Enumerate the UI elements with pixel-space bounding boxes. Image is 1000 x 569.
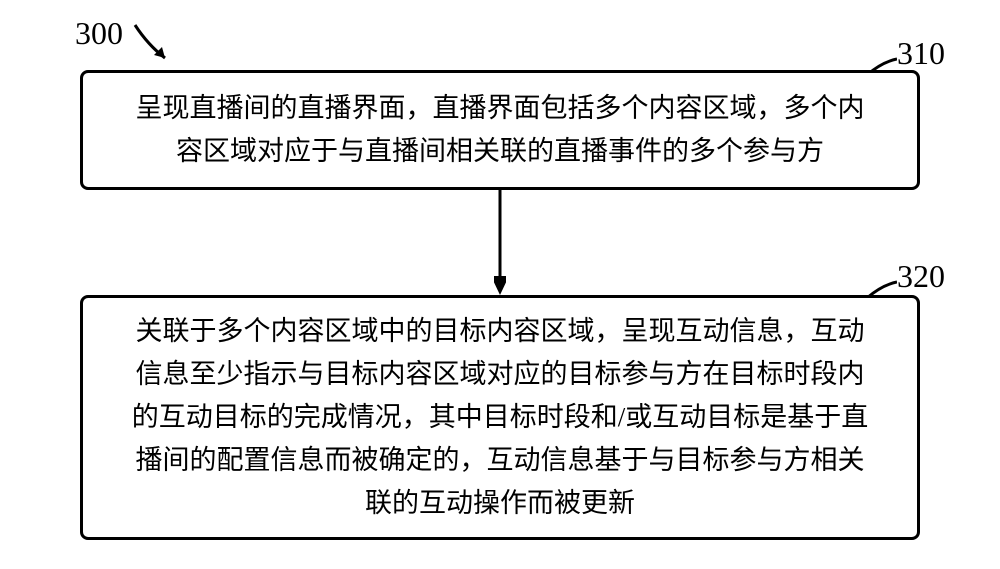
step-1-text: 呈现直播间的直播界面，直播界面包括多个内容区域，多个内容区域对应于与直播间相关联… <box>123 87 877 173</box>
figure-reference-main: 300 <box>75 15 123 52</box>
step-2-text: 关联于多个内容区域中的目标内容区域，呈现互动信息，互动信息至少指示与目标内容区域… <box>123 310 877 526</box>
main-reference-arrow-icon <box>130 20 180 70</box>
step-reference-320: 320 <box>897 258 945 295</box>
connector-arrow-icon <box>494 190 506 295</box>
flowchart-step-1: 呈现直播间的直播界面，直播界面包括多个内容区域，多个内容区域对应于与直播间相关联… <box>80 70 920 190</box>
step-reference-310: 310 <box>897 35 945 72</box>
flowchart-step-2: 关联于多个内容区域中的目标内容区域，呈现互动信息，互动信息至少指示与目标内容区域… <box>80 295 920 540</box>
flowchart-container: 300 310 呈现直播间的直播界面，直播界面包括多个内容区域，多个内容区域对应… <box>0 0 1000 569</box>
